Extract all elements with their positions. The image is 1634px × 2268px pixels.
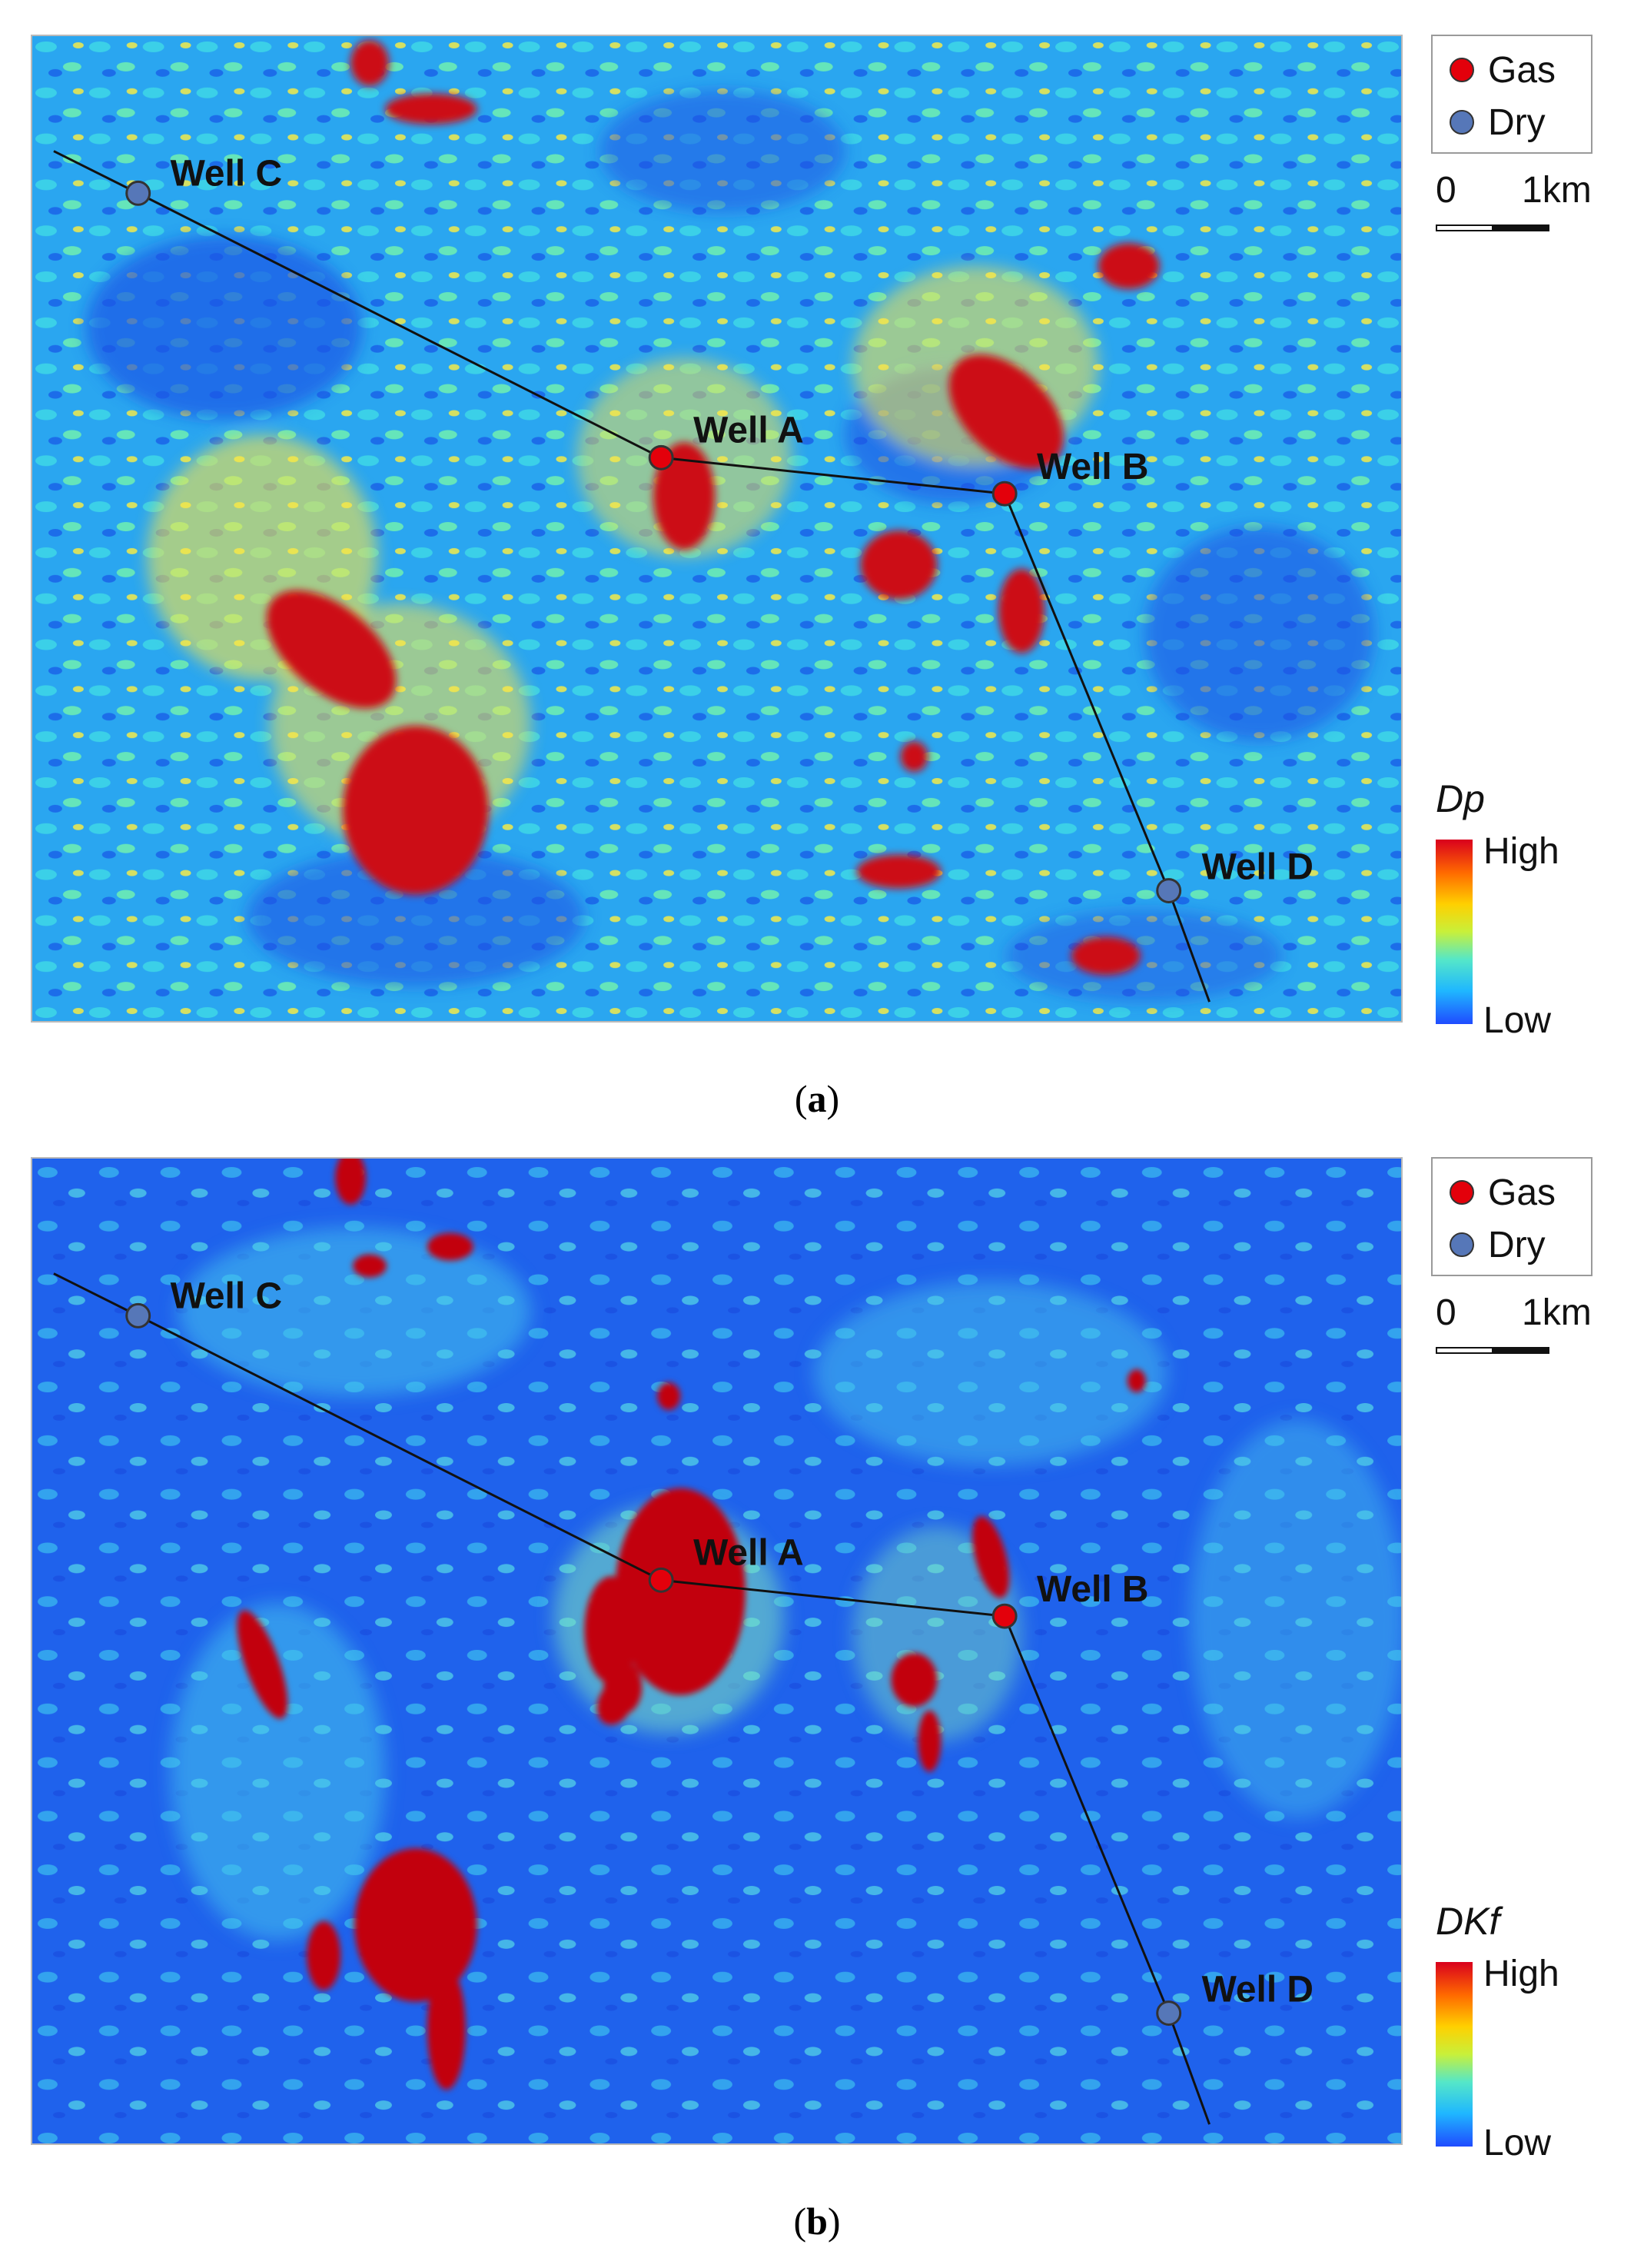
well-legend-b: Gas Dry	[1431, 1157, 1592, 1276]
dkf-attribute-field	[32, 1159, 1401, 2143]
well-track-a: Well C Well A Well B Well D	[53, 150, 1314, 1003]
scale-zero-label: 0	[1436, 1292, 1456, 1333]
scale-distance-label: 1km	[1522, 170, 1592, 211]
dry-marker-icon	[1450, 1232, 1474, 1257]
well-a-label: Well A	[693, 410, 804, 451]
attribute-map-b: Well C Well A Well B Well D	[31, 1157, 1403, 2145]
well-b-label: Well B	[1037, 447, 1148, 487]
dry-well-marker	[1156, 878, 1182, 903]
gas-well-marker	[991, 481, 1018, 507]
legend-dry-label: Dry	[1488, 101, 1546, 143]
gas-well-marker	[648, 1567, 674, 1593]
scale-bar-b: 0 1km	[1436, 1292, 1634, 1354]
dry-well-marker	[1156, 2000, 1182, 2026]
well-a-label: Well A	[693, 1532, 804, 1573]
gas-well-marker	[648, 444, 674, 471]
colorbar-a: Dp High Low	[1436, 777, 1620, 1041]
colorbar-title-a: Dp	[1436, 777, 1485, 820]
colorbar-low-label: Low	[1483, 1000, 1552, 1041]
colorbar-gradient	[1436, 840, 1473, 1024]
dp-attribute-field	[32, 36, 1401, 1021]
scale-distance-label: 1km	[1522, 1292, 1592, 1333]
well-d-label: Well D	[1202, 847, 1314, 888]
colorbar-high-label: High	[1483, 831, 1559, 872]
well-b-label: Well B	[1037, 1569, 1148, 1610]
colorbar-title-b: DKf	[1436, 1900, 1500, 1943]
legend-dry-label: Dry	[1488, 1224, 1546, 1265]
colorbar-high-label: High	[1483, 1954, 1559, 1994]
colorbar-b: DKf High Low	[1436, 1899, 1620, 2163]
scale-segment-white	[1436, 224, 1493, 231]
colorbar-low-label: Low	[1483, 2123, 1552, 2163]
legend-gas-label: Gas	[1488, 49, 1556, 91]
dry-well-marker	[125, 1302, 151, 1329]
caption-a: (a)	[794, 1077, 840, 1120]
caption-b: (b)	[793, 2200, 841, 2243]
scale-segment-black	[1492, 1347, 1549, 1354]
scale-segment-white	[1436, 1347, 1493, 1354]
scale-bar-a: 0 1km	[1436, 169, 1634, 231]
colorbar-gradient	[1436, 1962, 1473, 2147]
legend-gas-label: Gas	[1488, 1172, 1556, 1213]
attribute-map-a: Well C Well A Well B Well D	[31, 35, 1403, 1023]
well-c-label: Well C	[171, 1275, 282, 1316]
dry-well-marker	[125, 180, 151, 206]
scale-segment-black	[1492, 224, 1549, 231]
legend-dry-row: Dry	[1450, 99, 1546, 145]
well-c-label: Well C	[171, 153, 282, 194]
legend-dry-row: Dry	[1450, 1222, 1546, 1268]
scale-zero-label: 0	[1436, 170, 1456, 211]
well-legend-a: Gas Dry	[1431, 35, 1592, 154]
well-track-b: Well C Well A Well B Well D	[53, 1272, 1314, 2125]
gas-marker-icon	[1450, 1180, 1474, 1205]
dry-marker-icon	[1450, 110, 1474, 135]
legend-gas-row: Gas	[1450, 47, 1556, 93]
gas-marker-icon	[1450, 58, 1474, 82]
gas-well-marker	[991, 1603, 1018, 1629]
well-d-label: Well D	[1202, 1970, 1314, 2010]
legend-gas-row: Gas	[1450, 1169, 1556, 1215]
